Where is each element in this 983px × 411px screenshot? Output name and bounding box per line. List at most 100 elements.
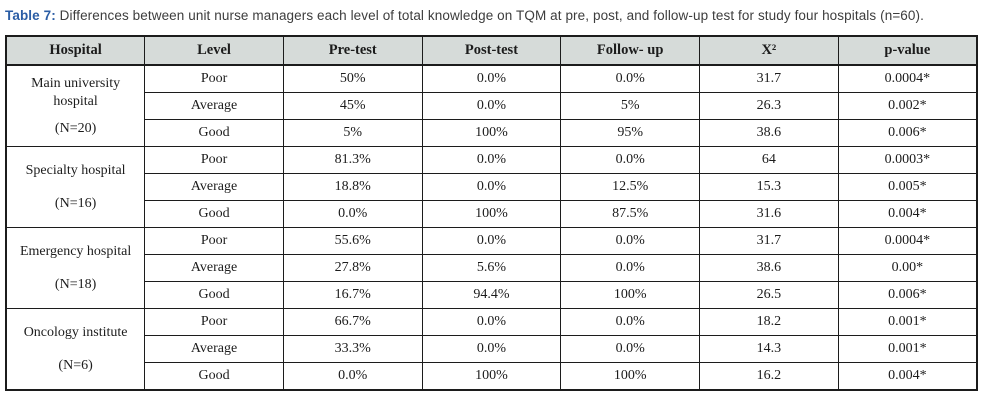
cell-p-value: 0.0003* <box>837 146 978 174</box>
cell-p-value: 0.006* <box>837 281 978 309</box>
table-row: Average 18.8% 0.0% 12.5% 15.3 0.005* <box>6 173 978 201</box>
cell-chi-square: 31.6 <box>699 200 839 228</box>
hospital-n-label: (N=20) <box>54 120 97 136</box>
col-header-level: Level <box>144 35 284 66</box>
cell-pre-test: 55.6% <box>282 227 423 255</box>
cell-level: Good <box>144 281 284 309</box>
cell-level: Poor <box>144 64 284 93</box>
cell-pre-test: 27.8% <box>282 254 423 282</box>
cell-follow-up: 0.0% <box>560 227 701 255</box>
cell-pre-test: 18.8% <box>282 173 423 201</box>
cell-post-test: 100% <box>421 200 562 228</box>
cell-p-value: 0.005* <box>837 173 978 201</box>
cell-follow-up: 0.0% <box>560 308 701 336</box>
hospital-cell: Specialty hospital (N=16) <box>5 146 146 228</box>
cell-post-test: 0.0% <box>421 173 562 201</box>
cell-follow-up: 0.0% <box>560 146 701 174</box>
hospital-cell: Oncology institute (N=6) <box>5 308 146 391</box>
hospital-cell: Emergency hospital (N=18) <box>5 227 146 309</box>
cell-p-value: 0.004* <box>837 200 978 228</box>
table-row: Main university hospital (N=20) Poor 50% 0.0… <box>5 64 978 147</box>
hospital-n-label: (N=6) <box>58 357 93 373</box>
hospital-name: Main university hospital <box>31 76 121 110</box>
cell-pre-test: 0.0% <box>282 200 423 228</box>
cell-level: Good <box>144 119 284 147</box>
hospital-name: Oncology institute <box>23 325 128 341</box>
cell-p-value: 0.004* <box>837 362 978 391</box>
cell-p-value: 0.00* <box>837 254 978 282</box>
cell-chi-square: 26.5 <box>699 281 839 309</box>
hospital-name: Specialty hospital <box>25 163 126 179</box>
col-header-post-test: Post-test <box>421 35 562 66</box>
cell-post-test: 100% <box>421 362 562 391</box>
cell-follow-up: 87.5% <box>560 200 701 228</box>
hospital-name: Emergency hospital <box>19 244 132 260</box>
table-row: Good 5% 100% 95% 38.6 0.006* <box>6 119 978 147</box>
cell-post-test: 100% <box>421 119 562 147</box>
table-row: Average 45% 0.0% 5% 26.3 0.002* <box>6 92 978 120</box>
cell-follow-up: 0.0% <box>560 64 701 93</box>
table-caption-label: Table 7: <box>5 8 56 23</box>
col-header-p-value: p-value <box>837 35 978 66</box>
cell-follow-up: 95% <box>560 119 701 147</box>
hospital-n-label: (N=16) <box>54 195 97 211</box>
cell-pre-test: 50% <box>282 64 423 93</box>
cell-level: Poor <box>144 146 284 174</box>
cell-post-test: 0.0% <box>421 146 562 174</box>
table-header-row: Hospital Level Pre-test Post-test Follow… <box>5 35 978 66</box>
cell-level: Average <box>144 254 284 282</box>
cell-level: Good <box>144 362 284 391</box>
cell-level: Average <box>144 173 284 201</box>
cell-pre-test: 33.3% <box>282 335 423 363</box>
table-row: Specialty hospital (N=16) Poor 81.3% 0.0% 0.0… <box>5 146 978 228</box>
cell-level: Good <box>144 200 284 228</box>
cell-post-test: 0.0% <box>421 308 562 336</box>
cell-pre-test: 81.3% <box>282 146 423 174</box>
table-row: Good 0.0% 100% 87.5% 31.6 0.004* <box>6 200 978 228</box>
cell-post-test: 0.0% <box>421 335 562 363</box>
cell-post-test: 5.6% <box>421 254 562 282</box>
cell-level: Average <box>144 335 284 363</box>
table-row: Good 0.0% 100% 100% 16.2 0.004* <box>6 362 978 391</box>
cell-post-test: 0.0% <box>421 227 562 255</box>
table-row: Good 16.7% 94.4% 100% 26.5 0.006* <box>6 281 978 309</box>
cell-level: Poor <box>144 227 284 255</box>
cell-follow-up: 0.0% <box>560 335 701 363</box>
cell-p-value: 0.0004* <box>837 227 978 255</box>
cell-p-value: 0.0004* <box>837 64 978 93</box>
table-row: Average 33.3% 0.0% 0.0% 14.3 0.001* <box>6 335 978 363</box>
cell-follow-up: 0.0% <box>560 254 701 282</box>
col-header-hospital: Hospital <box>5 35 146 66</box>
cell-pre-test: 16.7% <box>282 281 423 309</box>
cell-level: Average <box>144 92 284 120</box>
table-row: Oncology institute (N=6) Poor 66.7% 0.0% 0.0%… <box>5 308 978 391</box>
cell-follow-up: 100% <box>560 281 701 309</box>
table-row: Average 27.8% 5.6% 0.0% 38.6 0.00* <box>6 254 978 282</box>
col-header-follow-up: Follow- up <box>560 35 701 66</box>
cell-chi-square: 38.6 <box>699 119 839 147</box>
cell-chi-square: 31.7 <box>699 64 839 93</box>
cell-pre-test: 66.7% <box>282 308 423 336</box>
table-caption-text: Differences between unit nurse managers … <box>55 8 924 23</box>
cell-follow-up: 12.5% <box>560 173 701 201</box>
cell-level: Poor <box>144 308 284 336</box>
cell-chi-square: 38.6 <box>699 254 839 282</box>
cell-pre-test: 0.0% <box>282 362 423 391</box>
cell-pre-test: 5% <box>282 119 423 147</box>
cell-chi-square: 18.2 <box>699 308 839 336</box>
hospital-n-label: (N=18) <box>54 276 97 292</box>
cell-chi-square: 16.2 <box>699 362 839 391</box>
cell-p-value: 0.006* <box>837 119 978 147</box>
cell-follow-up: 5% <box>560 92 701 120</box>
cell-post-test: 0.0% <box>421 92 562 120</box>
cell-chi-square: 26.3 <box>699 92 839 120</box>
cell-follow-up: 100% <box>560 362 701 391</box>
cell-p-value: 0.001* <box>837 335 978 363</box>
table-row: Emergency hospital (N=18) Poor 55.6% 0.0% 0.0… <box>5 227 978 309</box>
cell-chi-square: 64 <box>699 146 839 174</box>
col-header-pre-test: Pre-test <box>282 35 423 66</box>
cell-p-value: 0.001* <box>837 308 978 336</box>
col-header-chi-square: X² <box>699 35 839 66</box>
cell-p-value: 0.002* <box>837 92 978 120</box>
